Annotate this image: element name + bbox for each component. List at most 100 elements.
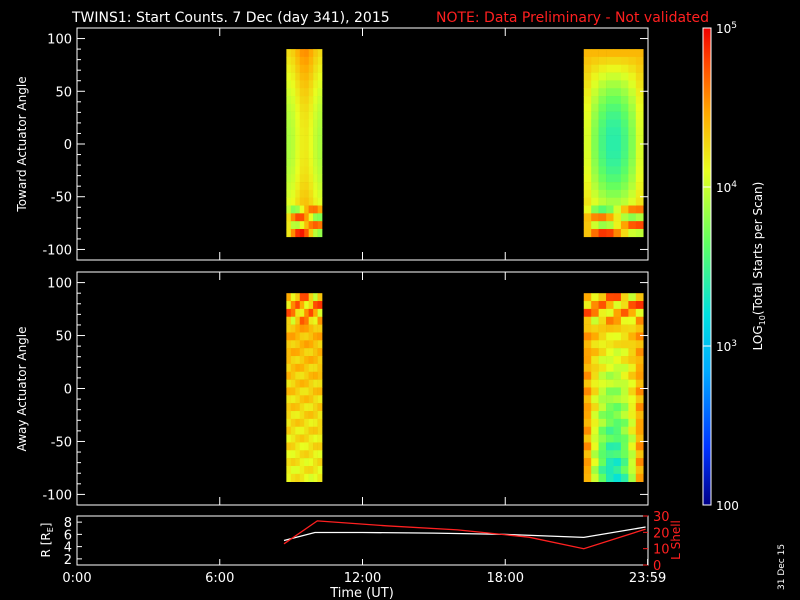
toward-heatmap-cell <box>313 56 318 66</box>
toward-heatmap-cell <box>613 158 622 167</box>
toward-heatmap-cell <box>308 228 314 238</box>
away-heatmap-cell <box>591 332 599 341</box>
toward-heatmap-cell <box>308 189 314 198</box>
away-heatmap-cell <box>290 332 296 341</box>
away-heatmap-cell <box>606 371 614 380</box>
toward-heatmap-cell <box>304 150 309 159</box>
toward-heatmap-cell <box>299 205 305 214</box>
toward-heatmap-cell <box>295 213 301 222</box>
toward-heatmap-cell <box>313 166 318 175</box>
away-heatmap-cell <box>635 356 644 365</box>
away-ytick-label: 50 <box>55 330 72 345</box>
toward-heatmap-cell <box>313 174 318 183</box>
away-heatmap-cell <box>598 458 607 467</box>
toward-heatmap-cell <box>583 174 592 183</box>
away-heatmap-cell <box>286 301 292 310</box>
toward-heatmap-cell <box>299 64 305 73</box>
away-heatmap-cell <box>613 332 622 341</box>
away-heatmap-cell <box>286 308 292 318</box>
away-heatmap-cell <box>628 395 637 404</box>
toward-heatmap-cell <box>290 88 296 97</box>
toward-heatmap-cell <box>620 72 629 81</box>
toward-heatmap-cell <box>628 88 637 97</box>
away-heatmap-cell <box>628 340 637 349</box>
away-heatmap-cell <box>304 293 309 302</box>
toward-heatmap-cell <box>290 119 296 128</box>
away-heatmap-cell <box>295 473 301 482</box>
toward-heatmap-cell <box>598 72 607 81</box>
toward-heatmap-cell <box>308 111 314 120</box>
toward-heatmap <box>286 49 644 238</box>
away-heatmap-cell <box>295 426 301 435</box>
toward-heatmap-cell <box>304 142 309 152</box>
toward-heatmap-cell <box>591 88 599 97</box>
away-heatmap-cell <box>591 387 599 396</box>
away-heatmap-cell <box>613 403 622 412</box>
away-heatmap-cell <box>304 465 309 475</box>
away-heatmap-cell <box>304 411 309 420</box>
away-heatmap-cell <box>583 403 592 412</box>
toward-heatmap-cell <box>313 103 318 112</box>
away-heatmap-cell <box>286 340 292 349</box>
away-heatmap-cell <box>628 442 637 451</box>
toward-heatmap-cell <box>613 213 622 222</box>
toward-heatmap-cell <box>583 111 592 120</box>
away-heatmap-cell <box>606 458 614 467</box>
away-heatmap-cell <box>628 473 637 482</box>
colorbar-tick-label: 100 <box>716 499 739 513</box>
toward-heatmap-cell <box>598 111 607 120</box>
away-heatmap-cell <box>299 411 305 420</box>
away-heatmap-cell <box>295 348 301 357</box>
toward-heatmap-cell <box>620 103 629 112</box>
away-heatmap-cell <box>317 403 323 412</box>
away-axes: 100 50 0 -50 -100 <box>42 272 649 505</box>
toward-ytick-label: 50 <box>55 85 72 100</box>
toward-heatmap-cell <box>606 182 614 191</box>
toward-heatmap-cell <box>598 158 607 167</box>
away-heatmap-cell <box>313 316 318 325</box>
away-heatmap-cell <box>598 473 607 482</box>
toward-heatmap-cell <box>598 182 607 191</box>
away-heatmap-cell <box>606 450 614 459</box>
time-xtick-label: 0:00 <box>62 571 91 586</box>
toward-heatmap-cell <box>295 56 301 66</box>
away-heatmap-cell <box>583 411 592 420</box>
toward-heatmap-cell <box>304 189 309 198</box>
away-heatmap-cell <box>290 316 296 325</box>
toward-heatmap-cell <box>313 135 318 144</box>
away-heatmap-cell <box>299 465 305 475</box>
away-heatmap-cell <box>290 418 296 428</box>
toward-heatmap-cell <box>313 80 318 89</box>
toward-heatmap-cell <box>286 80 292 89</box>
toward-heatmap-cell <box>290 111 296 120</box>
away-heatmap-cell <box>317 348 323 357</box>
time-xtick-label: 23:59 <box>629 571 666 586</box>
away-heatmap-cell <box>295 403 301 412</box>
toward-heatmap-cell <box>295 64 301 73</box>
away-heatmap-cell <box>620 411 629 420</box>
toward-heatmap-cell <box>313 213 318 222</box>
away-heatmap-cell <box>299 363 305 373</box>
toward-heatmap-cell <box>299 103 305 112</box>
away-heatmap-cell <box>628 363 637 373</box>
toward-heatmap-cell <box>583 197 592 206</box>
away-ytick-label: 100 <box>47 277 72 292</box>
away-heatmap-cell <box>606 293 614 302</box>
toward-heatmap-cell <box>295 228 301 238</box>
toward-heatmap-cell <box>583 103 592 112</box>
away-heatmap-cell <box>620 442 629 451</box>
away-heatmap-cell <box>304 418 309 428</box>
away-heatmap-cell <box>308 395 314 404</box>
toward-heatmap-cell <box>295 96 301 105</box>
away-heatmap-cell <box>620 458 629 467</box>
toward-heatmap-cell <box>299 135 305 144</box>
toward-heatmap-cell <box>591 49 599 58</box>
toward-heatmap-cell <box>290 135 296 144</box>
toward-heatmap-cell <box>628 135 637 144</box>
toward-heatmap-cell <box>591 166 599 175</box>
toward-heatmap-cell <box>598 96 607 105</box>
away-heatmap-cell <box>591 363 599 373</box>
toward-heatmap-cell <box>591 135 599 144</box>
toward-heatmap-cell <box>620 127 629 136</box>
